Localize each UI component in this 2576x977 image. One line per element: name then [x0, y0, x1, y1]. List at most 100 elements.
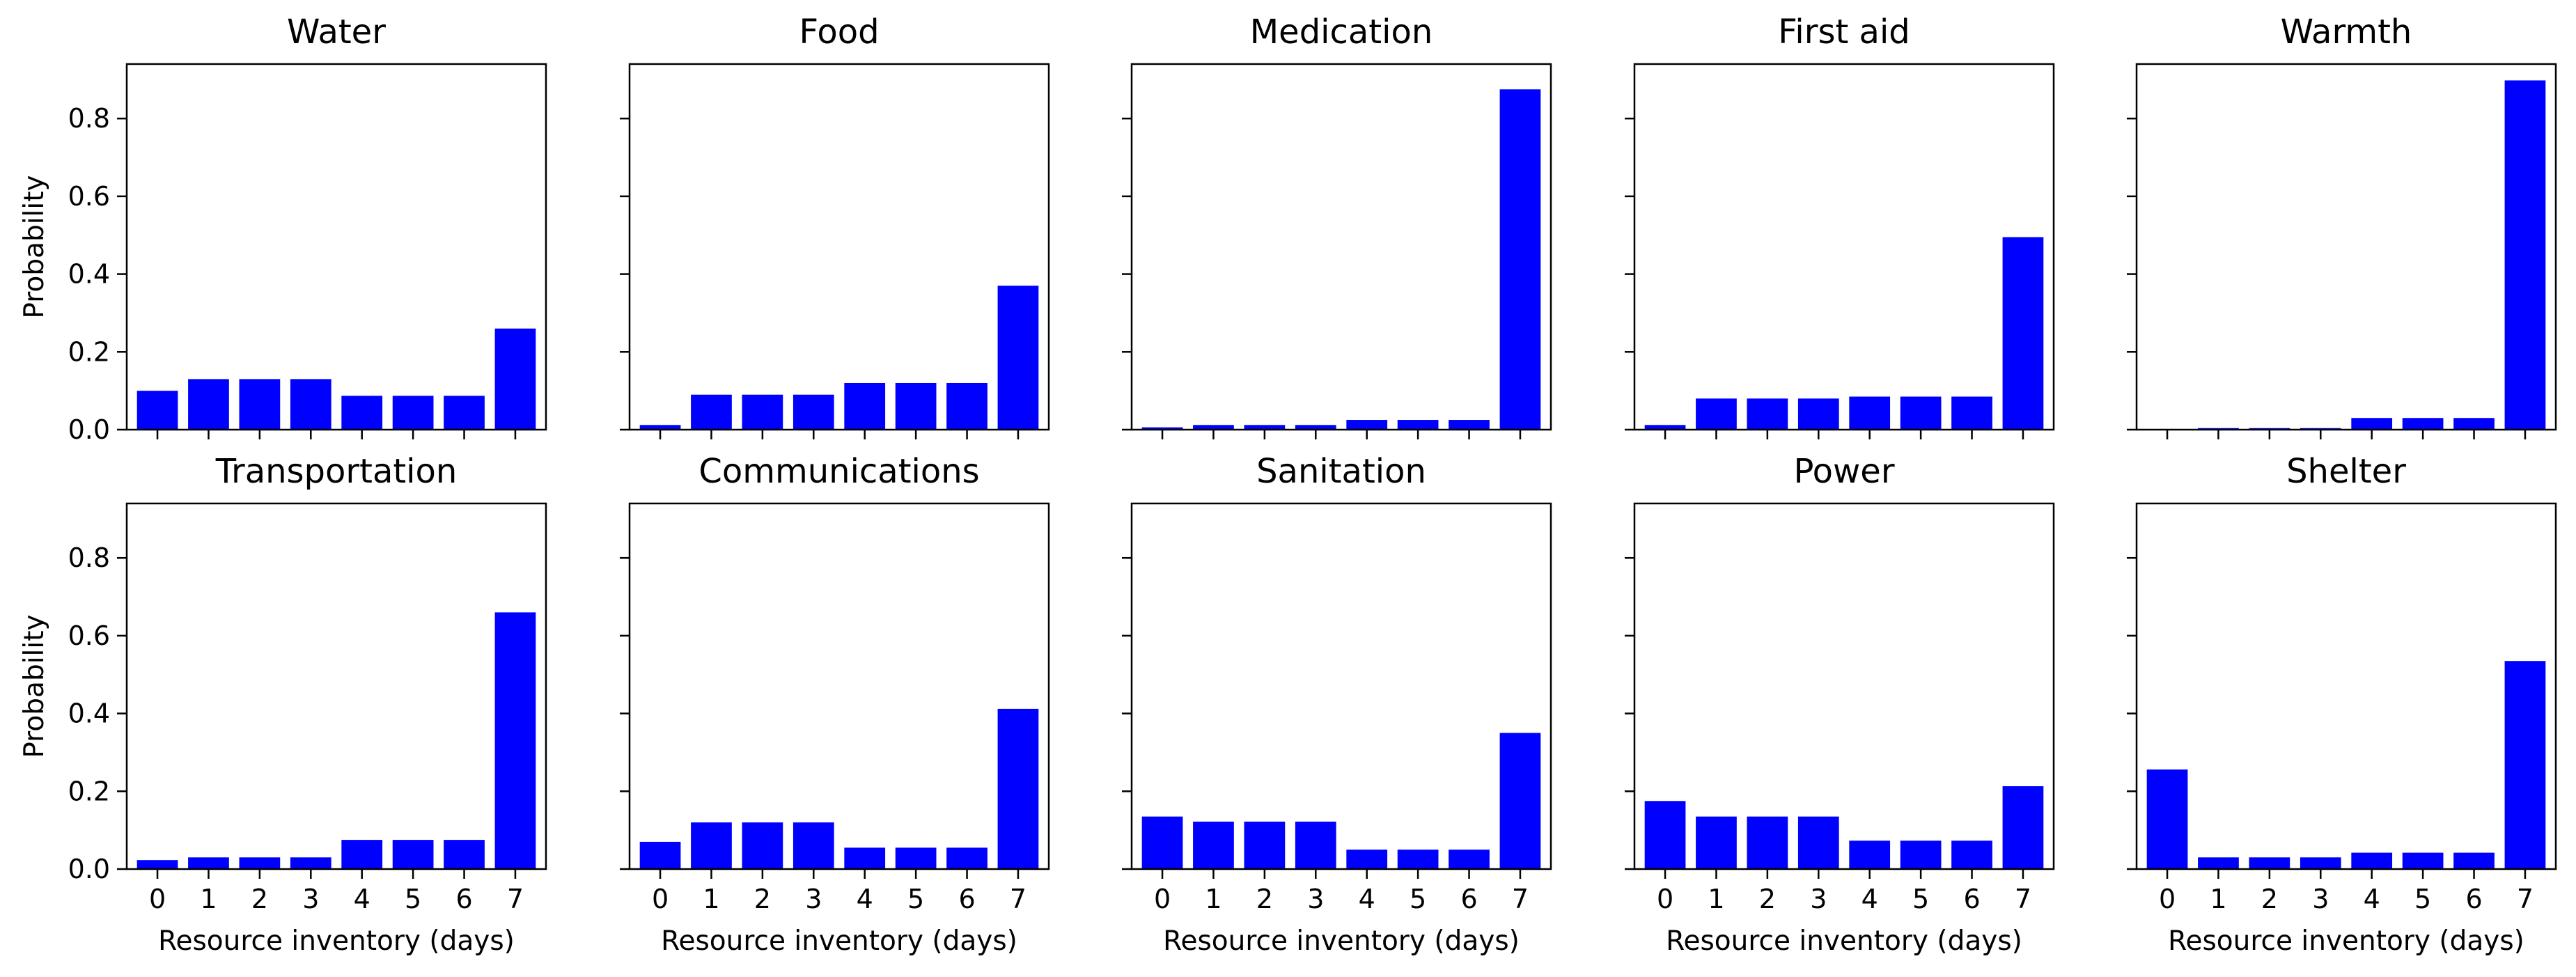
xlabel-communications: Resource inventory (days) [661, 925, 1017, 957]
panel-title-food: Food [799, 13, 879, 52]
panel-title-transportation: Transportation [215, 452, 458, 491]
bar-medication-2 [1244, 425, 1286, 430]
bar-power-6 [1951, 841, 1992, 869]
bar-communications-3 [793, 822, 834, 869]
bar-power-7 [2002, 786, 2044, 869]
bar-power-3 [1797, 816, 1839, 869]
ytick-label-water-4: 0.8 [68, 103, 110, 134]
bar-sanitation-0 [1141, 816, 1183, 869]
xtick-label-shelter-2: 2 [2261, 884, 2278, 914]
xtick-label-shelter-1: 1 [2210, 884, 2226, 914]
bar-power-2 [1747, 816, 1788, 869]
xtick-label-transportation-4: 4 [354, 884, 370, 914]
ylabel-transportation: Probability [19, 614, 50, 758]
bar-sanitation-2 [1244, 821, 1286, 869]
bar-medication-3 [1295, 425, 1336, 430]
xtick-label-power-4: 4 [1861, 884, 1878, 914]
axes-frame-water [125, 63, 547, 431]
bar-communications-6 [946, 847, 988, 869]
panel-title-medication: Medication [1250, 13, 1433, 52]
xtick-label-power-1: 1 [1708, 884, 1724, 914]
bar-food-4 [844, 382, 886, 430]
xtick-label-shelter-7: 7 [2517, 884, 2534, 914]
ytick-label-transportation-2: 0.4 [68, 698, 110, 729]
bar-medication-6 [1449, 420, 1490, 430]
xtick-label-power-3: 3 [1810, 884, 1827, 914]
axes-frame-food [628, 63, 1050, 431]
bar-food-0 [639, 425, 681, 430]
ylabel-water: Probability [19, 175, 50, 318]
xtick-label-communications-4: 4 [857, 884, 873, 914]
bar-water-3 [290, 379, 331, 430]
bar-transportation-6 [444, 840, 485, 869]
bar-warmth-5 [2402, 418, 2444, 430]
bar-communications-7 [997, 708, 1039, 869]
panel-title-shelter: Shelter [2286, 452, 2406, 491]
xtick-label-transportation-5: 5 [405, 884, 421, 914]
bar-first-aid-6 [1951, 396, 1992, 430]
ytick-label-transportation-0: 0.0 [68, 854, 110, 884]
bar-shelter-2 [2249, 857, 2290, 869]
axes-frame-shelter [2135, 502, 2557, 870]
xtick-label-sanitation-4: 4 [1359, 884, 1375, 914]
xlabel-transportation: Resource inventory (days) [158, 925, 515, 957]
bar-water-4 [341, 396, 383, 430]
bar-sanitation-4 [1346, 850, 1388, 869]
bar-medication-1 [1193, 425, 1234, 430]
ytick-label-water-3: 0.6 [68, 181, 110, 212]
panel-title-power: Power [1793, 452, 1894, 491]
xtick-label-shelter-4: 4 [2364, 884, 2380, 914]
xtick-label-transportation-6: 6 [455, 884, 472, 914]
bar-first-aid-3 [1797, 398, 1839, 430]
xtick-label-communications-5: 5 [907, 884, 924, 914]
bar-medication-7 [1499, 89, 1541, 430]
bar-communications-0 [639, 841, 681, 869]
ytick-label-transportation-3: 0.6 [68, 620, 110, 651]
axes-frame-first-aid [1633, 63, 2055, 431]
bar-shelter-0 [2146, 769, 2188, 869]
xtick-label-communications-2: 2 [754, 884, 771, 914]
axes-frame-sanitation [1130, 502, 1552, 870]
xtick-label-power-6: 6 [1963, 884, 1980, 914]
panel-title-water: Water [287, 13, 386, 52]
bar-shelter-1 [2198, 857, 2239, 869]
panel-title-communications: Communications [698, 452, 979, 491]
bar-communications-5 [895, 847, 937, 869]
axes-frame-medication [1130, 63, 1552, 431]
bar-first-aid-4 [1849, 396, 1891, 430]
bar-sanitation-7 [1499, 733, 1541, 869]
xlabel-sanitation: Resource inventory (days) [1163, 925, 1520, 957]
bar-water-7 [494, 328, 536, 430]
xtick-label-sanitation-3: 3 [1307, 884, 1324, 914]
xtick-label-communications-0: 0 [652, 884, 669, 914]
bar-first-aid-1 [1696, 398, 1737, 430]
xtick-label-transportation-1: 1 [200, 884, 217, 914]
bar-water-1 [188, 379, 229, 430]
xtick-label-power-0: 0 [1657, 884, 1673, 914]
xtick-label-communications-1: 1 [703, 884, 719, 914]
bar-transportation-1 [188, 857, 229, 869]
bar-transportation-4 [341, 840, 383, 869]
xtick-label-sanitation-0: 0 [1154, 884, 1171, 914]
ytick-label-water-0: 0.0 [68, 414, 110, 445]
bar-medication-0 [1141, 427, 1183, 430]
bar-transportation-0 [136, 860, 178, 869]
bar-sanitation-1 [1193, 821, 1234, 869]
bar-shelter-4 [2351, 852, 2393, 869]
bar-food-3 [793, 394, 834, 430]
bar-transportation-3 [290, 857, 331, 869]
xtick-label-communications-7: 7 [1010, 884, 1027, 914]
bar-shelter-3 [2300, 857, 2341, 869]
bar-water-6 [444, 396, 485, 430]
xtick-label-transportation-2: 2 [251, 884, 268, 914]
xtick-label-transportation-3: 3 [302, 884, 319, 914]
bar-communications-4 [844, 847, 886, 869]
bar-warmth-6 [2453, 418, 2495, 430]
xtick-label-communications-3: 3 [805, 884, 822, 914]
axes-frame-transportation [125, 502, 547, 870]
bar-food-1 [691, 394, 732, 430]
xtick-label-shelter-5: 5 [2414, 884, 2431, 914]
ytick-label-transportation-4: 0.8 [68, 542, 110, 573]
panel-title-first-aid: First aid [1778, 13, 1910, 52]
